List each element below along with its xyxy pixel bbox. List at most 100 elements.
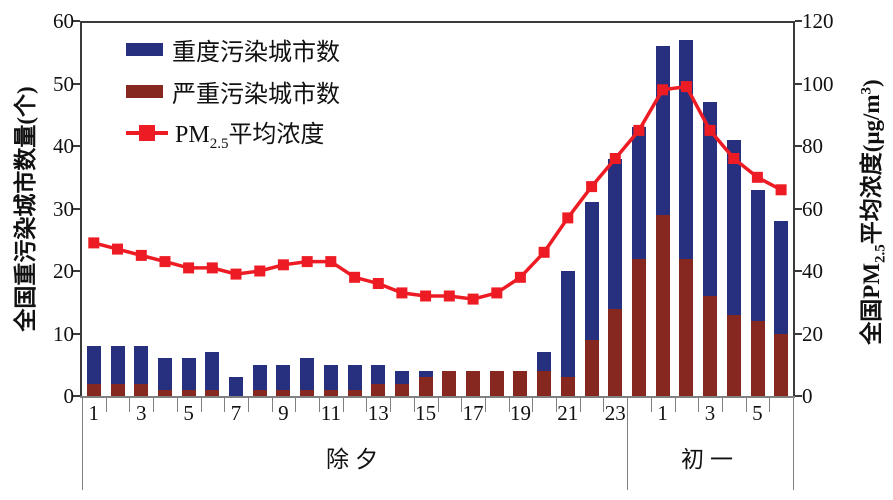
pm25-line-swatch-icon bbox=[126, 125, 168, 141]
legend-pm25-post: 平均浓度 bbox=[228, 121, 325, 148]
pm25-marker bbox=[751, 171, 763, 183]
x-axis-tickmark bbox=[484, 398, 486, 412]
bar-severe-segment bbox=[537, 371, 552, 396]
bar-severe-segment bbox=[442, 371, 457, 396]
x-axis-tickmark bbox=[271, 398, 273, 412]
pm25-marker bbox=[159, 256, 171, 268]
group-label-chuxi: 除夕 bbox=[326, 447, 384, 472]
bar-severe-segment bbox=[205, 389, 220, 396]
pm25-marker bbox=[135, 249, 147, 261]
x-axis-tickmark bbox=[153, 398, 155, 412]
left-axis-tick-label: 50 bbox=[53, 71, 74, 96]
right-axis-tickmark bbox=[795, 270, 802, 272]
right-axis-line bbox=[793, 21, 795, 398]
x-axis-tickmark bbox=[295, 398, 297, 412]
bar-severe-segment bbox=[134, 383, 149, 396]
legend: 重度污染城市数 严重污染城市数 PM2.5平均浓度 bbox=[126, 28, 340, 154]
bar-heavy-segment bbox=[110, 346, 125, 384]
right-axis-tickmark bbox=[795, 332, 802, 335]
pm25-marker bbox=[349, 271, 361, 283]
bar-heavy-segment bbox=[608, 158, 623, 309]
category-separator-line bbox=[82, 398, 83, 490]
pm25-marker bbox=[88, 237, 100, 249]
bar-severe-segment bbox=[774, 333, 789, 396]
x-axis-tick-label: 11 bbox=[320, 401, 341, 425]
bar-severe-segment bbox=[110, 383, 125, 396]
x-axis-tickmark bbox=[437, 398, 439, 412]
right-axis-title-sub: 2.5 bbox=[872, 244, 889, 263]
legend-label-heavy: 重度污染城市数 bbox=[172, 39, 340, 66]
bar-severe-segment bbox=[679, 258, 694, 396]
bar-severe-segment bbox=[560, 377, 575, 396]
bar-severe-segment bbox=[489, 371, 504, 396]
bar-heavy-segment bbox=[300, 358, 315, 390]
bar-severe-segment bbox=[181, 389, 196, 396]
left-axis-tick-label: 0 bbox=[63, 384, 75, 408]
bar-heavy-segment bbox=[181, 358, 196, 390]
left-axis-tickmark bbox=[73, 270, 80, 272]
pm25-marker bbox=[206, 262, 218, 274]
x-axis-tick-label: 15 bbox=[415, 401, 437, 425]
x-axis-tickmark bbox=[556, 398, 557, 412]
bar-severe-segment bbox=[632, 258, 646, 396]
top-frame-line bbox=[80, 21, 795, 23]
left-axis-tickmark bbox=[73, 145, 80, 147]
left-axis-tick-label: 10 bbox=[53, 321, 74, 346]
bar-heavy-segment bbox=[252, 364, 267, 390]
x-axis-tickmark bbox=[366, 398, 368, 412]
bar-severe-segment bbox=[466, 371, 481, 396]
left-axis-tick-label: 20 bbox=[53, 259, 74, 283]
x-axis-tick-label: 7 bbox=[230, 401, 242, 425]
left-axis-tickmark bbox=[73, 82, 80, 85]
x-axis-tick-label: 13 bbox=[367, 401, 389, 425]
x-axis-tick-label: 3 bbox=[136, 401, 147, 425]
x-axis-tickmark bbox=[224, 398, 226, 412]
group-label-chuyi: 初一 bbox=[681, 447, 739, 472]
bar-severe-segment bbox=[371, 383, 386, 396]
right-axis-tick-label: 20 bbox=[802, 321, 823, 346]
pm25-marker bbox=[183, 262, 195, 274]
left-axis-tickmark bbox=[73, 332, 80, 335]
x-axis-line bbox=[80, 396, 795, 398]
x-axis-tick-label: 9 bbox=[278, 401, 289, 425]
right-axis-title-mid: 平均浓度(μg/m bbox=[859, 94, 884, 245]
plot-area bbox=[82, 21, 793, 396]
left-axis-tick-label: 40 bbox=[53, 134, 74, 158]
x-axis-tickmark bbox=[579, 398, 581, 412]
bar-severe-segment bbox=[608, 308, 623, 396]
left-axis-tickmark bbox=[73, 207, 80, 210]
legend-label-severe: 严重污染城市数 bbox=[172, 81, 340, 108]
x-axis-tick-label: 1 bbox=[88, 401, 100, 425]
pm25-marker bbox=[112, 243, 123, 255]
right-axis-tick-label: 100 bbox=[802, 71, 834, 96]
x-axis-tickmark bbox=[650, 398, 652, 412]
x-axis-tickmark bbox=[176, 398, 178, 412]
pm25-square-marker-icon bbox=[139, 125, 155, 141]
pm25-marker bbox=[372, 278, 384, 289]
bar-heavy-segment bbox=[726, 139, 741, 315]
pm25-marker bbox=[538, 246, 550, 258]
left-axis-line bbox=[80, 21, 82, 398]
legend-item-pm25: PM2.5平均浓度 bbox=[126, 112, 340, 154]
pm25-marker bbox=[277, 259, 289, 271]
right-axis-tickmark bbox=[795, 82, 802, 85]
bar-heavy-segment bbox=[323, 364, 338, 390]
x-axis-tickmark bbox=[698, 398, 700, 412]
x-axis-tick-label: 3 bbox=[704, 401, 716, 425]
bar-heavy-segment bbox=[205, 352, 220, 390]
x-axis-tickmark bbox=[390, 398, 392, 412]
left-axis-tick-label: 60 bbox=[53, 9, 74, 33]
x-axis-tick-label: 5 bbox=[752, 401, 763, 425]
category-separator-line bbox=[627, 398, 629, 490]
bar-heavy-segment bbox=[229, 377, 243, 396]
bar-severe-segment bbox=[750, 321, 765, 396]
pm25-marker bbox=[420, 290, 432, 302]
legend-item-severe: 严重污染城市数 bbox=[126, 70, 340, 112]
bar-severe-segment bbox=[300, 389, 315, 396]
x-axis-tickmark bbox=[461, 398, 463, 412]
right-axis-title-sup: 3 bbox=[858, 86, 875, 95]
pm25-marker bbox=[325, 256, 337, 268]
bar-severe-segment bbox=[323, 389, 338, 396]
x-axis-tickmark bbox=[745, 398, 747, 412]
